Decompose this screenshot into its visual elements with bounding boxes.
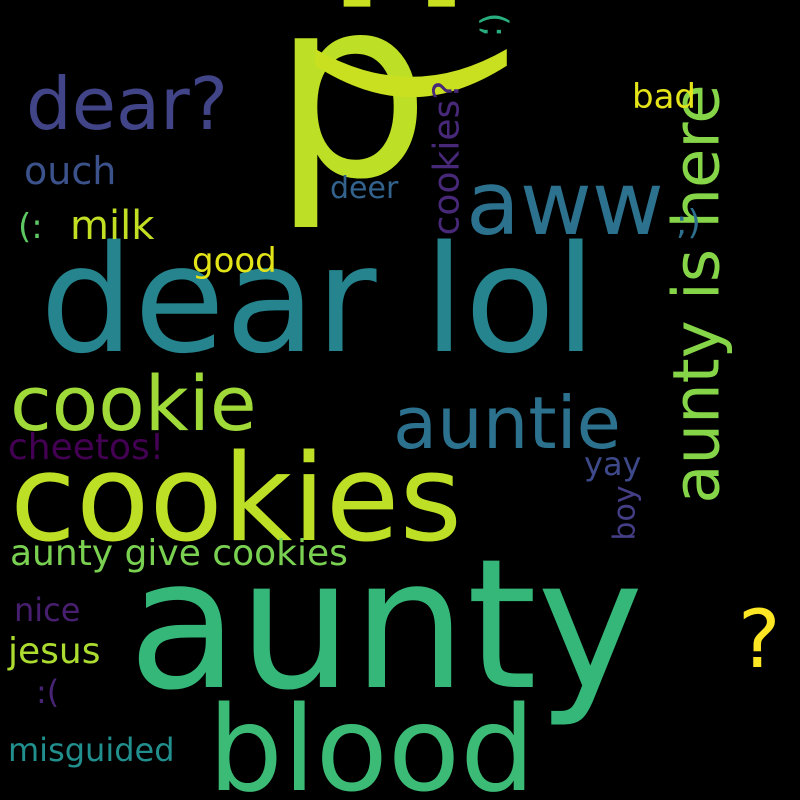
word-misguided: misguided [8, 731, 175, 769]
word-auntie: auntie [393, 381, 621, 465]
word-wink-left: (; [474, 12, 515, 38]
word-cookies-question: cookies? [426, 80, 468, 236]
word-bad: bad [632, 77, 696, 117]
word-blood: blood [208, 680, 535, 800]
word-milk: milk [70, 203, 155, 249]
word-aww: aww [466, 152, 664, 255]
word-good: good [192, 241, 277, 281]
word-aunty-give-cookies: aunty give cookies [10, 533, 348, 574]
word-jesus: jesus [8, 631, 101, 672]
word-aunty-is-here: aunty is here [660, 84, 735, 504]
word-deer: deer [330, 171, 399, 206]
word-yay: yay [584, 445, 642, 483]
word-cheetos: cheetos! [8, 427, 165, 468]
word-cookie: cookie [10, 359, 257, 448]
word-smile-left: (: [18, 207, 43, 247]
word-ouch: ouch [24, 149, 117, 193]
word-question: ? [738, 593, 781, 686]
word-dear-question: dear? [26, 62, 228, 146]
word-aunty: aunty [128, 521, 644, 730]
word-wink-right: ;) [676, 203, 701, 243]
word-frown: :( [36, 673, 60, 711]
word-p: p [272, 0, 431, 234]
word-cookies: cookies [10, 430, 462, 569]
word-boy: boy [607, 485, 643, 541]
word-nice: nice [14, 591, 81, 629]
word-dear-lol: dear lol [40, 214, 597, 386]
